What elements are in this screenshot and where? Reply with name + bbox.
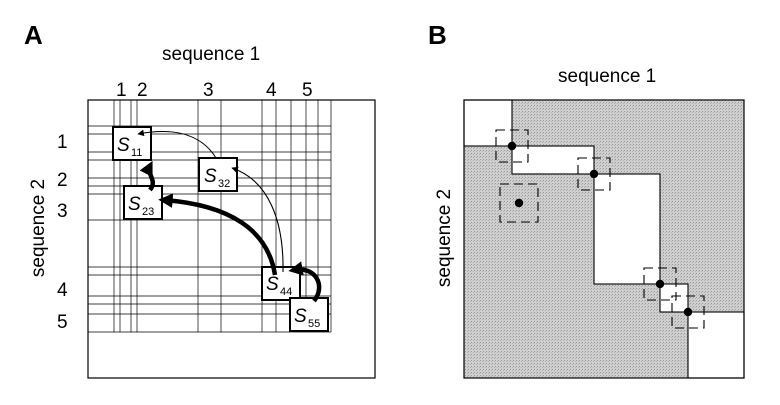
y-number-2: 2	[57, 170, 68, 191]
y-number-5: 5	[57, 312, 68, 333]
state-s55-sub: 55	[308, 318, 320, 330]
state-s32-base: S	[204, 166, 217, 187]
band-block	[511, 145, 595, 175]
x-number-1: 1	[116, 80, 127, 101]
panel-b-frame	[463, 99, 745, 379]
arrow-s23-to-s11	[139, 160, 156, 192]
panel-b-letter: B	[428, 20, 447, 50]
x-number-4: 4	[266, 80, 277, 101]
band-block	[687, 311, 745, 379]
dashed-window	[671, 295, 705, 329]
state-box-s23: S 23	[123, 185, 163, 220]
dashed-window	[495, 129, 529, 163]
y-number-4: 4	[57, 280, 68, 301]
band-block	[593, 173, 661, 285]
diagonal-band	[463, 99, 745, 379]
anchor-dots	[507, 141, 693, 317]
state-s23-base: S	[128, 194, 141, 215]
arrow-s44-to-s32	[231, 166, 284, 273]
state-s55-base: S	[294, 306, 307, 327]
panel-a-frame	[87, 99, 376, 379]
panel-b: B sequence 1 sequence 2	[428, 20, 745, 379]
band-block	[463, 99, 513, 147]
arrow-s44-to-s23	[158, 193, 278, 276]
dashed-windows	[495, 129, 705, 329]
y-number-3: 3	[57, 201, 68, 222]
anchor-dot	[589, 169, 599, 179]
x-number-3: 3	[203, 80, 214, 101]
state-box-s11: S 11	[112, 126, 152, 161]
panel-b-x-title: sequence 1	[558, 66, 656, 87]
state-box-s55: S 55	[289, 297, 329, 332]
x-number-5: 5	[302, 80, 313, 101]
state-s32-sub: 32	[218, 178, 230, 190]
y-number-1: 1	[57, 132, 68, 153]
dashed-window	[577, 157, 611, 191]
state-s44-base: S	[266, 274, 279, 295]
state-s23-sub: 23	[142, 206, 154, 218]
arrow-s32-to-s11	[137, 129, 217, 159]
anchor-dot	[507, 141, 517, 151]
x-number-2: 2	[137, 80, 148, 101]
band-block	[659, 283, 689, 313]
arrow-s55-to-s44	[288, 261, 322, 303]
panel-a-x-title: sequence 1	[162, 44, 260, 65]
panel-a-letter: A	[24, 20, 43, 50]
panel-a-y-title: sequence 2	[28, 179, 49, 277]
state-s44-sub: 44	[280, 286, 292, 298]
panel-b-y-title: sequence 2	[434, 189, 455, 287]
anchor-dot	[514, 198, 524, 208]
anchor-dot	[655, 279, 665, 289]
dashed-window	[499, 183, 539, 223]
state-box-s32: S 32	[198, 157, 238, 192]
dashed-window	[643, 267, 677, 301]
panel-a: A sequence 1 sequence 2 1 2 3 4 5 1 2 3 …	[24, 20, 376, 379]
state-box-s44: S 44	[261, 266, 301, 301]
anchor-dot	[683, 307, 693, 317]
state-s11-base: S	[117, 135, 130, 156]
state-s11-sub: 11	[131, 147, 142, 159]
